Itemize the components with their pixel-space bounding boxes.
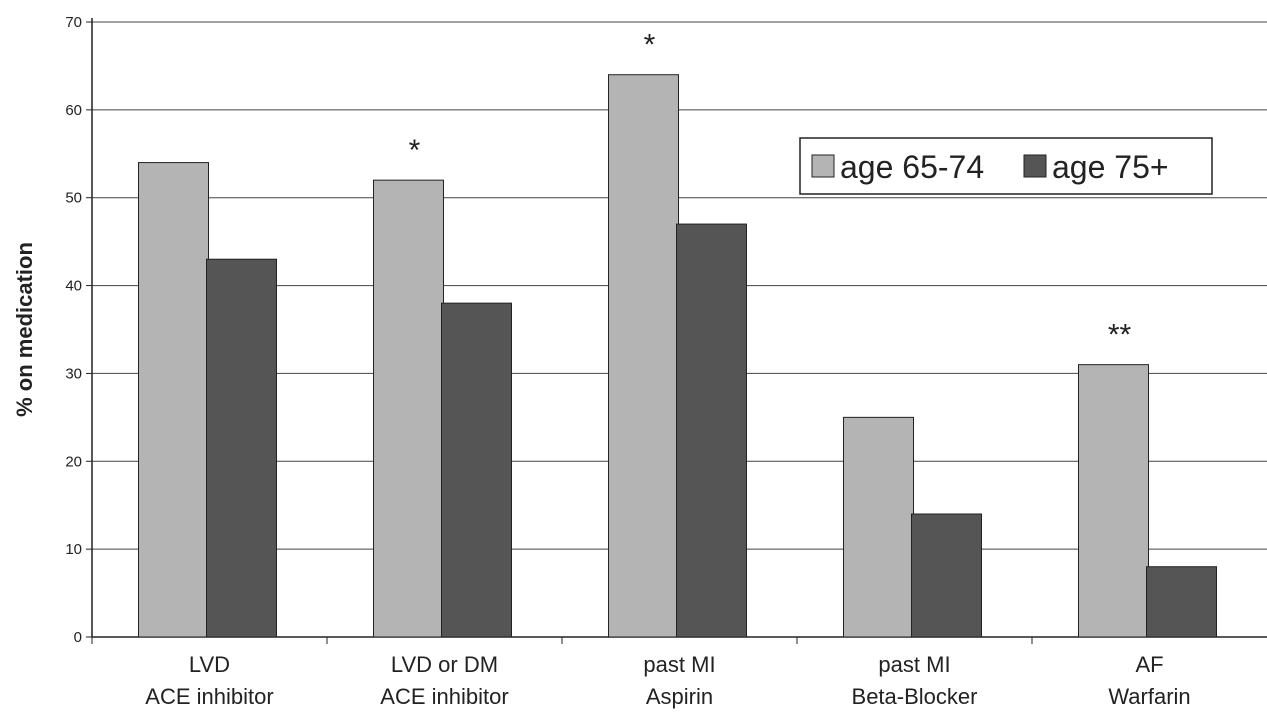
legend-swatch bbox=[811, 154, 835, 178]
significance-marker: * bbox=[409, 134, 421, 167]
bar bbox=[1078, 364, 1149, 638]
bar bbox=[676, 223, 747, 638]
y-tick-label: 50 bbox=[65, 190, 82, 207]
significance-marker: * bbox=[644, 29, 656, 62]
legend-label: age 65-74 bbox=[840, 149, 984, 185]
category-label: Beta-Blocker bbox=[852, 684, 978, 709]
category-label: LVD bbox=[189, 652, 230, 677]
legend-box bbox=[799, 137, 1213, 195]
y-axis-title: % on medication bbox=[12, 242, 37, 417]
category-label: past MI bbox=[643, 652, 715, 677]
category-label: Aspirin bbox=[646, 684, 713, 709]
category-label: AF bbox=[1135, 652, 1163, 677]
bar bbox=[373, 179, 444, 638]
y-tick-label: 10 bbox=[65, 541, 82, 558]
y-tick-label: 60 bbox=[65, 102, 82, 119]
bar bbox=[138, 162, 209, 638]
bar bbox=[843, 416, 914, 638]
category-label: Warfarin bbox=[1108, 684, 1190, 709]
y-tick-label: 70 bbox=[65, 14, 82, 31]
y-tick-label: 0 bbox=[74, 629, 82, 646]
bar bbox=[441, 302, 512, 638]
bar bbox=[608, 74, 679, 638]
bar bbox=[206, 258, 277, 638]
category-label: ACE inhibitor bbox=[145, 684, 273, 709]
category-label: past MI bbox=[878, 652, 950, 677]
bar bbox=[911, 513, 982, 638]
category-label: LVD or DM bbox=[391, 652, 498, 677]
y-tick-label: 40 bbox=[65, 278, 82, 295]
y-tick-label: 20 bbox=[65, 453, 82, 470]
category-label: ACE inhibitor bbox=[380, 684, 508, 709]
y-tick-label: 30 bbox=[65, 365, 82, 382]
significance-marker: ** bbox=[1108, 319, 1132, 352]
legend-label: age 75+ bbox=[1052, 149, 1169, 185]
bar bbox=[1146, 566, 1217, 638]
legend-swatch bbox=[1023, 154, 1047, 178]
